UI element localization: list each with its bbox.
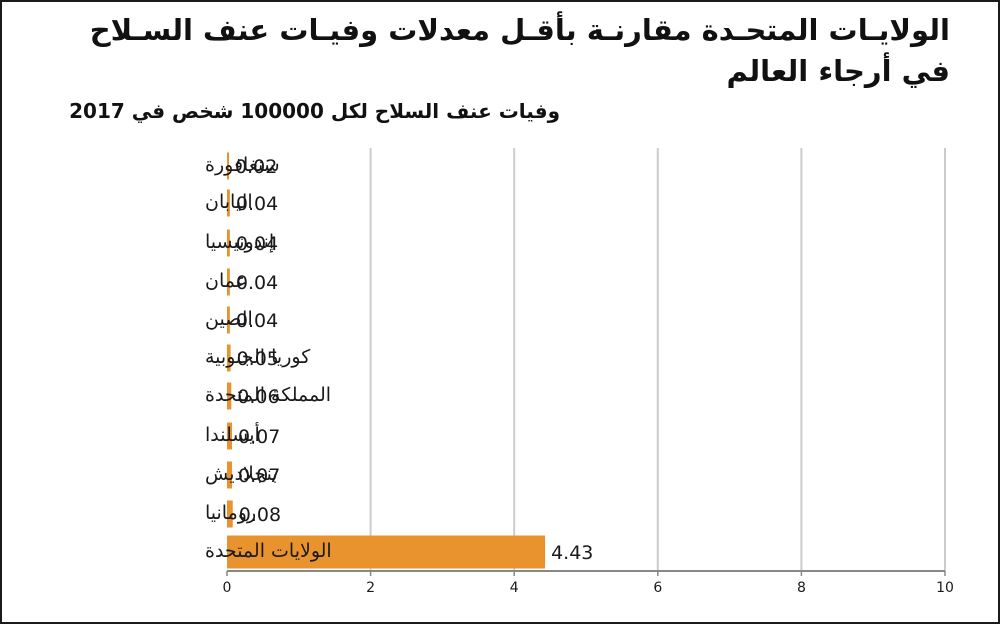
bar-value-label: 0.07 — [238, 465, 280, 487]
category-label: اليابان — [205, 191, 253, 213]
bar — [227, 229, 230, 257]
bar-value-label: 0.04 — [236, 310, 278, 332]
bar — [227, 152, 229, 180]
bar-value-label: 0.06 — [237, 386, 279, 408]
category-label: إندونيسيا — [205, 231, 274, 254]
bar-value-label: 0.04 — [236, 233, 278, 255]
bar — [227, 268, 230, 296]
x-tick-label: 6 — [653, 580, 662, 596]
bar-value-label: 0.08 — [239, 504, 281, 526]
chart-subtitle: وفيات عنف السلاح لكل 100000 شخص في 2017 — [69, 99, 560, 123]
x-tick-label: 8 — [797, 580, 806, 596]
category-label: سنغافورة — [205, 154, 280, 176]
bar — [227, 344, 231, 372]
x-tick-label: 0 — [223, 580, 232, 596]
bar — [227, 189, 230, 217]
category-label: الولايات المتحدة — [205, 540, 332, 562]
category-label: رومانيا — [205, 502, 256, 524]
bar — [227, 500, 233, 528]
bar-value-label: 0.04 — [236, 193, 278, 215]
bar — [227, 306, 230, 334]
x-tick-label: 10 — [936, 580, 954, 596]
category-label: عمان — [205, 270, 247, 292]
category-label: أيسلندا — [205, 422, 260, 446]
category-label: الصين — [205, 308, 253, 330]
category-label: كوريا الجنوبية — [205, 346, 311, 368]
bar-value-label: 0.05 — [237, 348, 279, 370]
bar — [227, 535, 546, 569]
bar — [227, 461, 233, 489]
bar-value-label: 0.02 — [235, 156, 277, 178]
bar — [227, 382, 232, 410]
x-tick-label: 4 — [510, 580, 519, 596]
bar-value-label: 4.43 — [551, 542, 593, 564]
bar — [227, 422, 233, 450]
x-tick-label: 2 — [366, 580, 375, 596]
category-label: بنجلاديش — [205, 463, 278, 485]
category-label: المملكة المتحدة — [205, 384, 331, 406]
bar-value-label: 0.07 — [238, 426, 280, 448]
chart-title: الولايـات المتحـدة مقارنـة بأقـل معدلات … — [89, 13, 950, 88]
bar-value-label: 0.04 — [236, 272, 278, 294]
